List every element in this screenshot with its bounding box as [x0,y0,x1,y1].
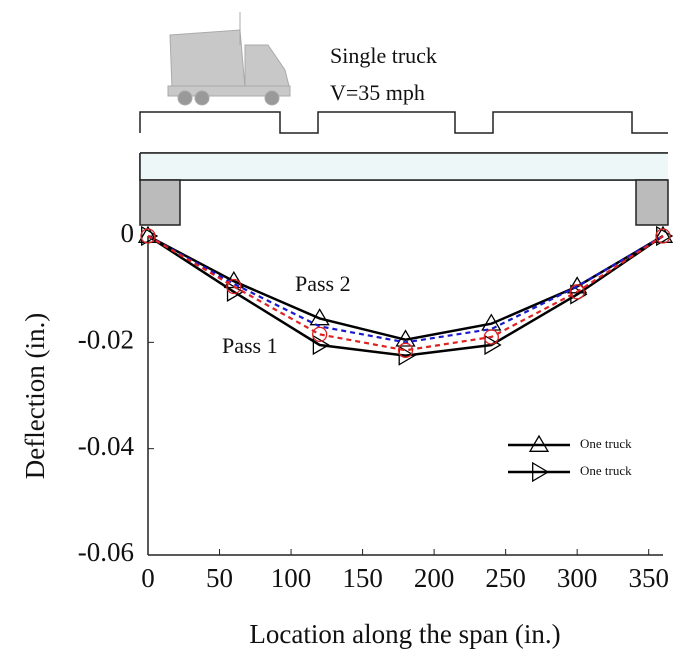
marker [137,225,159,243]
legend-marker [528,434,550,452]
series-line [147,235,664,352]
y-tick-label: 0 [121,218,135,248]
series-line [147,234,664,357]
x-tick-label: 300 [557,563,598,593]
marker [312,326,328,343]
marker [569,284,585,300]
series-line [147,235,664,344]
legend-label: One truck [580,436,632,451]
y-tick-label: -0.04 [78,431,135,461]
marker [397,342,414,358]
marker [398,345,416,366]
y-axis-label: Deflection (in.) [20,313,50,479]
legend-marker [532,461,550,483]
legend-label: One truck [580,463,632,478]
marker [395,329,416,347]
marker [483,329,499,345]
annotation: V=35 mph [330,80,425,105]
marker [652,225,674,243]
x-tick-label: 200 [414,563,455,593]
marker [655,228,671,244]
x-tick-label: 50 [206,563,233,593]
x-tick-label: 250 [485,563,526,593]
y-tick-label: -0.06 [78,537,134,567]
truck-icon [167,12,291,106]
x-tick-label: 100 [271,563,312,593]
annotation: Pass 2 [295,271,351,296]
y-tick-label: -0.02 [78,325,134,355]
marker [656,225,674,247]
x-axis-label: Location along the span (in.) [249,619,560,649]
annotation: Pass 1 [222,333,278,358]
marker [140,228,156,244]
marker [312,334,330,356]
marker [309,308,330,326]
marker [226,278,242,295]
marker [484,334,502,356]
series-line [147,234,664,341]
x-tick-label: 150 [342,563,383,593]
x-tick-label: 0 [141,563,155,593]
marker [141,225,159,247]
annotation: Single truck [330,43,437,68]
bridge-diagram [139,111,669,226]
x-tick-label: 350 [628,563,669,593]
